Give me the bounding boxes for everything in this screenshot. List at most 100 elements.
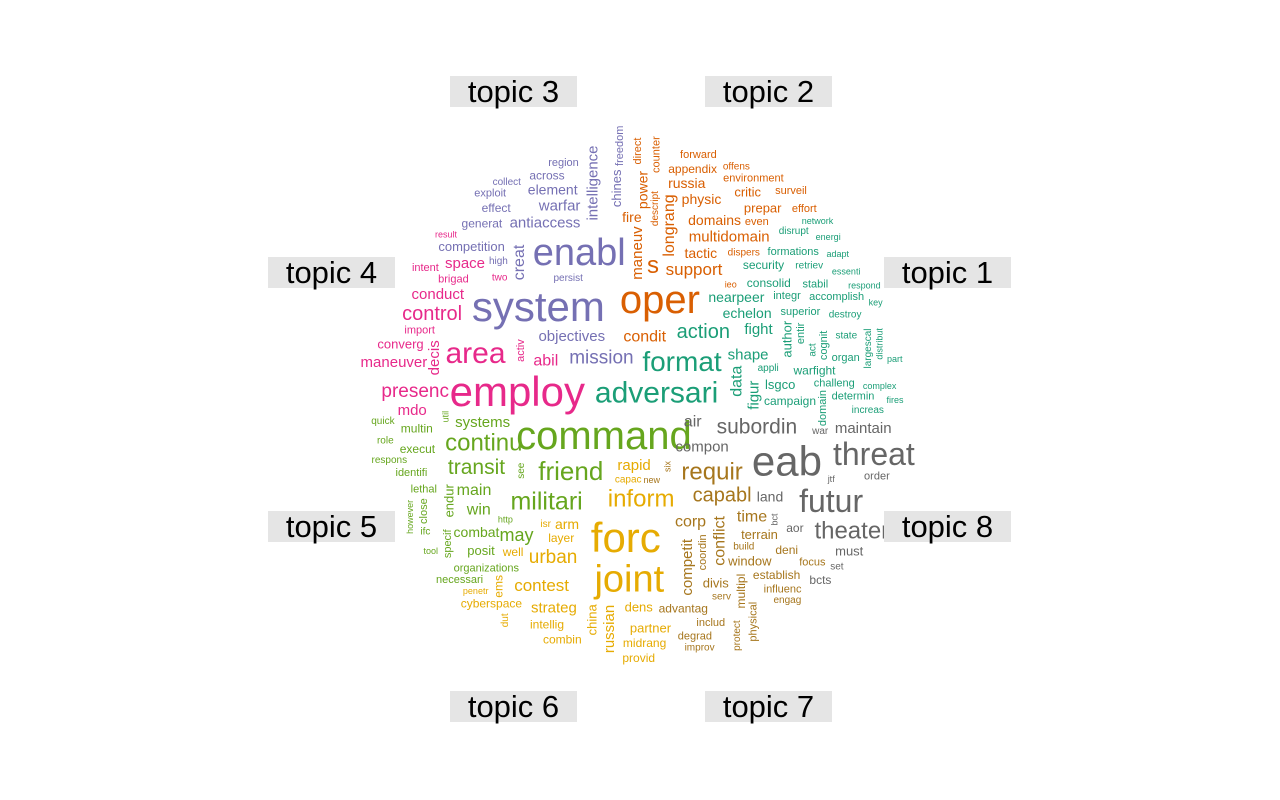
word-cyberspace: cyberspace xyxy=(461,597,523,611)
word-rapid: rapid xyxy=(617,457,650,474)
word-fight: fight xyxy=(744,321,773,338)
word-act: act xyxy=(807,343,818,357)
topic-label-background xyxy=(884,511,1011,542)
word-fires: fires xyxy=(886,395,904,405)
word-continu: continu xyxy=(445,430,522,457)
word-effort: effort xyxy=(792,203,817,215)
word-increas: increas xyxy=(852,405,884,416)
word-see: see xyxy=(516,462,527,479)
word-endur: endur xyxy=(441,484,456,518)
topic-label-background xyxy=(268,511,395,542)
word-provid: provid xyxy=(622,651,655,665)
word-command: command xyxy=(516,414,692,458)
word-exploit: exploit xyxy=(474,188,506,200)
word-terrain: terrain xyxy=(741,527,778,542)
word-midrang: midrang xyxy=(623,636,666,650)
topic-label-text: topic 8 xyxy=(902,509,993,544)
word-posit: posit xyxy=(467,543,495,558)
word-longrang: longrang xyxy=(661,194,678,256)
word-brigad: brigad xyxy=(438,274,469,286)
word-ems: ems xyxy=(492,575,506,598)
word-urban: urban xyxy=(529,547,578,568)
topic-label-background xyxy=(884,257,1011,288)
word-freedom: freedom xyxy=(614,126,626,166)
word-focus: focus xyxy=(799,557,826,569)
word-domains: domains xyxy=(688,212,741,228)
word-mission: mission xyxy=(569,348,633,369)
word-isr: isr xyxy=(540,519,551,530)
topic-label-text: topic 1 xyxy=(902,255,993,290)
word-campaign: campaign xyxy=(764,394,816,408)
word-region: region xyxy=(548,157,579,169)
word-objectives: objectives xyxy=(538,328,605,345)
word-employ: employ xyxy=(450,368,585,415)
word-oper: oper xyxy=(620,278,700,322)
word-activ: activ xyxy=(515,339,527,362)
word-advantag: advantag xyxy=(659,602,708,616)
word-organizations: organizations xyxy=(454,562,520,574)
word-build: build xyxy=(733,542,754,553)
topic-label-text: topic 6 xyxy=(468,689,559,724)
word-inform: inform xyxy=(608,486,675,513)
word-converg: converg xyxy=(377,336,423,351)
word-combin: combin xyxy=(543,633,582,647)
word-bct: bct xyxy=(770,513,780,526)
word-execut: execut xyxy=(400,442,436,456)
word-requir: requir xyxy=(681,459,742,486)
word-must: must xyxy=(835,544,864,559)
word-figur: figur xyxy=(745,381,762,410)
word-nearpeer: nearpeer xyxy=(708,289,764,305)
word-serv: serv xyxy=(712,591,731,602)
topic-label-3: topic 3 xyxy=(450,74,577,109)
word-arm: arm xyxy=(555,516,579,532)
topic-label-background xyxy=(705,691,832,722)
word-part: part xyxy=(887,354,903,364)
word-physic: physic xyxy=(682,191,722,207)
word-subordin: subordin xyxy=(717,415,798,438)
word-offens: offens xyxy=(723,162,750,173)
word-friend: friend xyxy=(538,456,603,486)
word-power: power xyxy=(635,171,651,209)
word-main: main xyxy=(457,482,492,499)
word-set: set xyxy=(830,561,844,572)
word-creat: creat xyxy=(511,244,528,280)
word-organ: organ xyxy=(832,352,860,364)
word-china: china xyxy=(585,603,600,635)
word-penetr: penetr xyxy=(463,586,489,596)
word-entir: entir xyxy=(795,322,807,344)
word-partner: partner xyxy=(630,620,672,635)
word-area: area xyxy=(445,337,505,370)
word-mdo: mdo xyxy=(398,402,427,419)
word-generat: generat xyxy=(462,216,503,230)
word-appendix: appendix xyxy=(668,162,717,176)
word-distribut: distribut xyxy=(875,328,885,360)
word-respond: respond xyxy=(848,280,881,290)
word-warfar: warfar xyxy=(538,198,581,215)
topic-label-8: topic 8 xyxy=(884,509,1011,544)
word-militari: militari xyxy=(510,488,582,516)
word-dispers: dispers xyxy=(728,248,760,259)
word-new: new xyxy=(644,475,661,485)
word-appli: appli xyxy=(758,363,779,374)
word-engag: engag xyxy=(773,595,801,606)
word-accomplish: accomplish xyxy=(809,291,864,303)
word-stabil: stabil xyxy=(802,278,828,290)
word-systems: systems xyxy=(455,414,510,431)
word-tactic: tactic xyxy=(684,245,717,261)
word-conflict: conflict xyxy=(712,515,729,565)
topic-label-text: topic 7 xyxy=(723,689,814,724)
word-import: import xyxy=(404,324,435,336)
word-tool: tool xyxy=(424,546,439,556)
word-corp: corp xyxy=(675,514,706,531)
word-identifi: identifi xyxy=(396,467,428,479)
word-system: system xyxy=(472,283,605,330)
topic-label-text: topic 4 xyxy=(286,255,377,290)
word-security: security xyxy=(743,258,784,272)
word-superior: superior xyxy=(781,306,821,318)
word-ifc: ifc xyxy=(420,527,430,538)
word-competition: competition xyxy=(438,239,504,254)
word-intellig: intellig xyxy=(530,618,564,632)
word-degrad: degrad xyxy=(678,631,712,643)
word-collect: collect xyxy=(493,177,522,188)
word-transit: transit xyxy=(448,456,505,479)
